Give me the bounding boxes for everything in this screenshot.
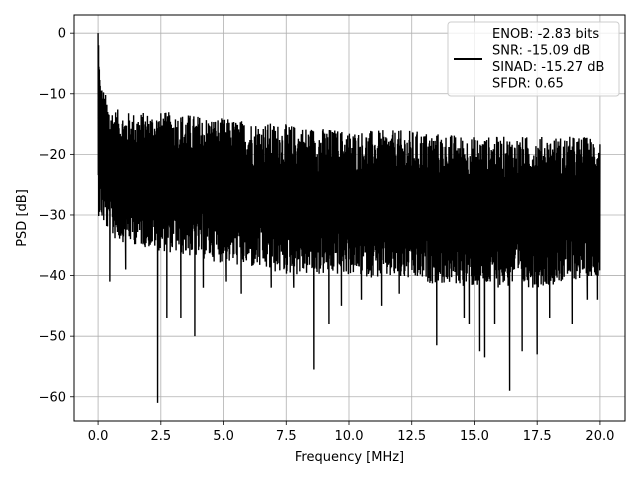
x-tick-label: 12.5 <box>397 429 426 444</box>
x-tick-label: 7.5 <box>276 429 297 444</box>
x-tick-label: 15.0 <box>460 429 489 444</box>
y-tick-label: −10 <box>39 87 66 102</box>
legend-box <box>447 21 620 97</box>
legend-entry-enob: ENOB: -2.83 bits <box>492 27 599 42</box>
y-tick-label: 0 <box>58 27 66 42</box>
x-tick-label: 0.0 <box>88 429 109 444</box>
x-axis-title: Frequency [MHz] <box>295 450 404 465</box>
x-axis-ticks: 0.0 2.5 5.0 7.5 10.0 12.5 15.0 17.5 20.0 <box>88 421 614 444</box>
axes-frame <box>73 14 626 422</box>
legend-entry-sfdr: SFDR: 0.65 <box>492 77 564 92</box>
y-tick-label: −20 <box>39 148 66 163</box>
y-axis-title: PSD [dB] <box>15 189 30 247</box>
x-tick-label: 2.5 <box>150 429 171 444</box>
y-tick-label: −50 <box>39 330 66 345</box>
y-tick-label: −30 <box>39 208 66 223</box>
legend-entry-sinad: SINAD: -15.27 dB <box>492 60 604 75</box>
series-layer <box>97 33 601 403</box>
legend: ENOB: -2.83 bits SNR: -15.09 dB SINAD: -… <box>447 21 620 97</box>
x-tick-label: 20.0 <box>585 429 614 444</box>
x-tick-label: 10.0 <box>335 429 364 444</box>
legend-entry-snr: SNR: -15.09 dB <box>492 44 590 59</box>
x-tick-label: 5.0 <box>213 429 234 444</box>
psd-series-line <box>97 33 601 403</box>
x-tick-label: 17.5 <box>523 429 552 444</box>
y-axis-ticks: 0 −10 −20 −30 −40 −50 −60 <box>39 27 74 405</box>
y-tick-label: −40 <box>39 269 66 284</box>
y-tick-label: −60 <box>39 390 66 405</box>
